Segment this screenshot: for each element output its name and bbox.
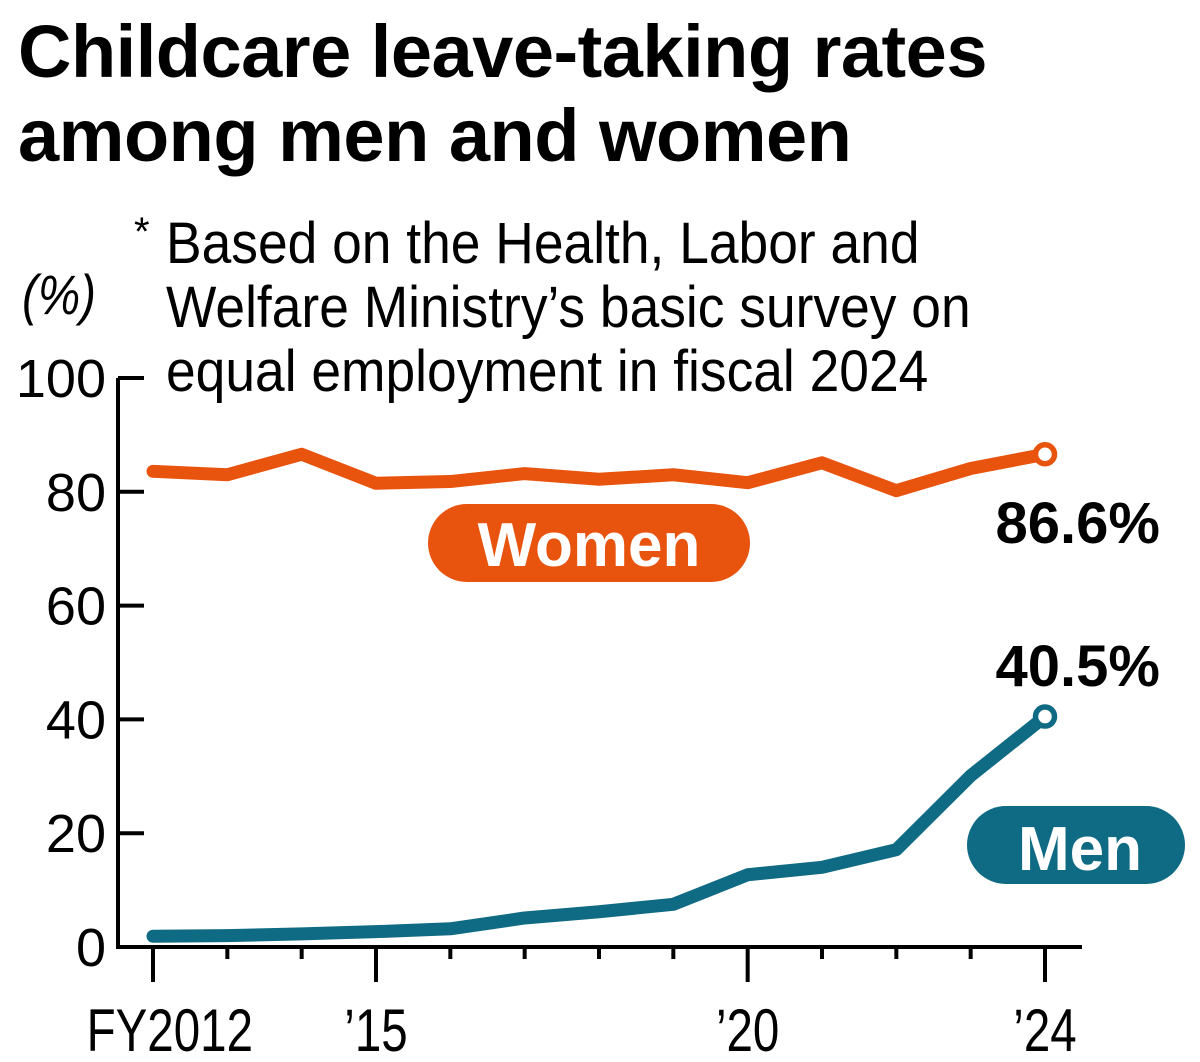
source-note-line: equal employment in fiscal 2024 [166,339,929,404]
y-tick-label: 20 [46,804,106,864]
x-tick-label: ’20 [716,997,779,1062]
note-marker: * [134,210,150,254]
legend-label-men: Men [1018,815,1142,884]
source-note-line: Based on the Health, Labor and [166,211,920,276]
y-tick-label: 40 [46,690,106,750]
end-point-men [1032,704,1058,729]
x-tick-label: ’24 [1013,997,1076,1062]
chart-title-text: Childcare leave-taking rates among men a… [18,10,988,177]
labels-layer: 86.6% 40.5% Women Men [428,491,1185,884]
source-note: Based on the Health, Labor and Welfare M… [166,212,971,404]
legend-label-women: Women [478,511,701,580]
y-tick-label: 80 [46,463,106,523]
y-tick-label: 60 [46,577,106,637]
y-tick-label: 100 [16,349,106,409]
source-note-line: Welfare Ministry’s basic survey on [166,275,971,340]
y-axis-unit-label: (%) [22,263,97,326]
x-tick-label: FY2012 [87,997,253,1062]
axes: 0 20 40 60 80 100 FY2012 ’15 ’20 ’24 [16,349,1082,1062]
series-line-women [146,447,1052,498]
series-layer [146,441,1058,943]
legend-pill-women [428,504,750,582]
series-line-men [146,710,1052,943]
end-label-women: 86.6% [996,491,1160,556]
end-label-men: 40.5% [996,634,1160,699]
legend-pill-men [967,806,1185,884]
x-tick-label: ’15 [344,997,407,1062]
chart-title: Childcare leave-taking rates among men a… [18,10,1200,178]
end-point-women [1032,441,1058,467]
y-tick-label: 0 [76,918,106,978]
